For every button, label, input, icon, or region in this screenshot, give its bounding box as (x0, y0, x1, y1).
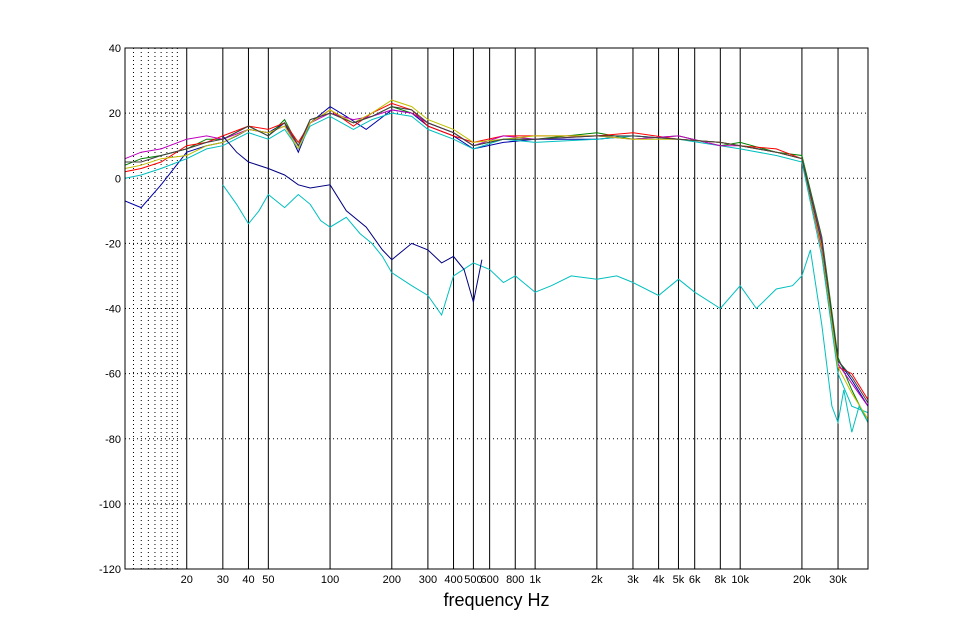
grid (125, 48, 868, 569)
y-tick-label: -120 (99, 564, 121, 576)
y-tick-label: -100 (99, 499, 121, 511)
x-tick-label: 1k (529, 574, 541, 586)
x-tick-label: 800 (506, 574, 524, 586)
x-tick-label: 200 (383, 574, 401, 586)
y-tick-label: 40 (109, 43, 121, 55)
y-tick-label: -20 (105, 238, 121, 250)
x-tick-label: 30 (217, 574, 229, 586)
x-tick-label: 5k (673, 574, 685, 586)
x-tick-label: 300 (419, 574, 437, 586)
x-tick-label: 40 (242, 574, 254, 586)
y-tick-label: -60 (105, 369, 121, 381)
y-tick-label: -40 (105, 304, 121, 316)
x-axis-label: frequency Hz (443, 590, 549, 610)
x-tick-label: 2k (591, 574, 603, 586)
x-tick-label: 500 (464, 574, 482, 586)
x-tick-label: 8k (715, 574, 727, 586)
x-tick-label: 50 (262, 574, 274, 586)
series-group (125, 99, 868, 433)
series-line-4 (125, 112, 868, 414)
series-line-9 (222, 135, 483, 303)
x-tick-label: 100 (321, 574, 339, 586)
x-tick-label: 20 (181, 574, 193, 586)
x-tick-label: 10k (731, 574, 749, 586)
series-line-8 (222, 184, 868, 433)
x-tick-label: 30k (829, 574, 847, 586)
x-tick-label: 6k (689, 574, 701, 586)
x-tick-label: 400 (444, 574, 462, 586)
x-tick-label: 20k (793, 574, 811, 586)
y-tick-label: 20 (109, 108, 121, 120)
plot-frame (124, 47, 869, 570)
x-tick-label: 600 (480, 574, 498, 586)
x-tick-label: 3k (627, 574, 639, 586)
y-tick-label: 0 (115, 173, 121, 185)
series-line-7 (125, 106, 868, 404)
y-tick-label: -80 (105, 434, 121, 446)
x-tick-label: 4k (653, 574, 665, 586)
